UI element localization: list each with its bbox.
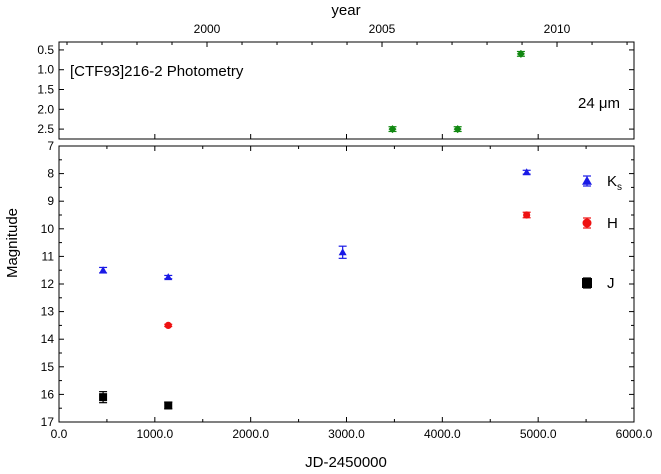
ks-data-point [99, 266, 108, 274]
year-tick-label: 2010 [544, 22, 571, 36]
x-axis-label: JD-2450000 [305, 454, 387, 471]
legend-marker-ks [582, 176, 592, 185]
ks-data-point [164, 273, 173, 281]
legend-marker-j [582, 278, 592, 288]
top-ytick-label: 0.5 [37, 43, 54, 57]
ks-data-point [338, 248, 347, 256]
xtick-label: 2000.0 [232, 427, 269, 441]
top-panel-marks [388, 49, 525, 134]
legend-label-j: J [607, 275, 615, 292]
ytick-label: 16 [41, 387, 55, 401]
top-ytick-label: 1.0 [37, 63, 54, 77]
top-panel: year [CTF93]216-2 Photometry 24 μm 0.5 1.… [37, 2, 635, 140]
ytick-label: 15 [41, 360, 55, 374]
top-ytick-label: 1.5 [37, 83, 54, 97]
xtick-label: 0.0 [51, 427, 68, 441]
legend-item-h: H [582, 215, 618, 232]
top-data-point [388, 125, 397, 134]
legend: Ks H J [582, 173, 622, 292]
year-axis-label: year [331, 2, 360, 19]
y-axis-label: Magnitude [4, 208, 21, 278]
ytick-label: 10 [41, 222, 55, 236]
chart-title: [CTF93]216-2 Photometry [70, 63, 244, 80]
ytick-label: 7 [47, 139, 54, 153]
ks-data-point [522, 168, 531, 176]
bottom-panel-marks [99, 168, 531, 410]
top-data-point [453, 125, 462, 134]
h-data-point [523, 211, 531, 219]
xtick-label: 6000.0 [616, 427, 653, 441]
year-tick-label: 2005 [369, 22, 396, 36]
ytick-label: 9 [47, 194, 54, 208]
ytick-label: 14 [41, 332, 55, 346]
ytick-label: 8 [47, 167, 54, 181]
ytick-label: 17 [41, 415, 55, 429]
j-data-point [99, 393, 108, 402]
ytick-label: 12 [41, 277, 55, 291]
top-ytick-label: 2.0 [37, 102, 54, 116]
j-data-point [164, 401, 173, 410]
legend-marker-h [582, 218, 592, 228]
legend-item-j: J [582, 275, 615, 292]
xtick-label: 3000.0 [328, 427, 365, 441]
xtick-label: 1000.0 [136, 427, 173, 441]
legend-label-ks: Ks [607, 173, 622, 193]
legend-label-subscript: s [617, 182, 622, 193]
top-ytick-label: 2.5 [37, 122, 54, 136]
wavelength-annotation: 24 μm [578, 95, 620, 112]
ytick-label: 13 [41, 305, 55, 319]
ytick-label: 11 [42, 249, 55, 263]
legend-item-ks: Ks [582, 173, 622, 193]
xtick-label: 5000.0 [520, 427, 557, 441]
bottom-plot-frame [58, 145, 635, 423]
legend-label-h: H [607, 215, 618, 232]
bottom-panel: JD-2450000 Magnitude 7 8 9 10 11 12 13 14 15 16 17… [4, 139, 653, 471]
top-data-point [516, 49, 525, 58]
xtick-label: 4000.0 [424, 427, 461, 441]
bottom-panel-ticks: 7 8 9 10 11 12 13 14 15 16 170.0 1000.0 2000.0 3000.0… [41, 139, 653, 441]
top-panel-ticks: 0.5 1.0 1.5 2.0 2.5 2000 2005 2010 [37, 22, 635, 139]
h-data-point [164, 321, 172, 329]
top-plot-frame [58, 41, 635, 140]
year-tick-label: 2000 [194, 22, 221, 36]
